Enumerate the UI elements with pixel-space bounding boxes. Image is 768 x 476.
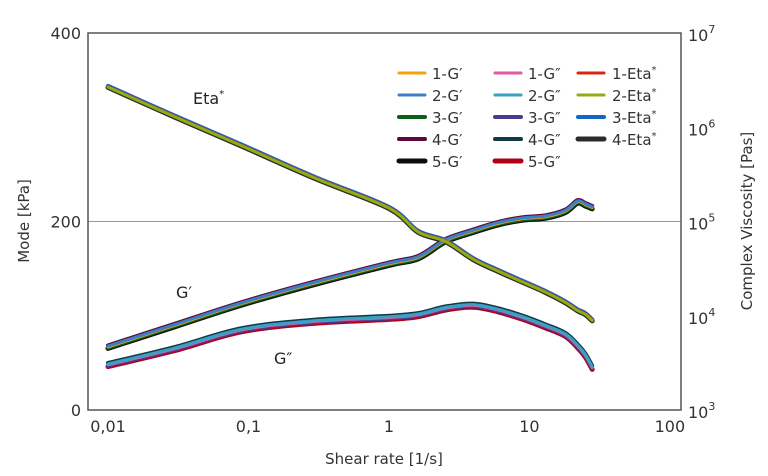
annotations: Eta* G′ G″: [176, 89, 292, 368]
legend-item: 2-G′: [397, 87, 463, 105]
x-axis-ticks: 0,01 0,1 1 10 100: [90, 417, 685, 436]
legend-label: 3-Eta*: [612, 109, 657, 127]
legend-label: 2-G′: [432, 87, 463, 105]
x-axis-label: Shear rate [1/s]: [325, 450, 443, 468]
y2-tick-label: 103: [688, 400, 715, 422]
series-line-2-g-: [106, 199, 594, 348]
legend-label: 1-G″: [528, 65, 561, 83]
x-tick-label: 0,1: [236, 417, 261, 436]
plot-frame: [87, 32, 682, 411]
curves: [105, 83, 595, 372]
legend-item: 1-Eta*: [576, 65, 657, 83]
y2-tick-label: 106: [688, 117, 715, 139]
legend-label: 4-G′: [432, 131, 463, 149]
y2-tick-label: 107: [688, 23, 715, 45]
y-tick-label: 400: [50, 24, 81, 43]
annotation-g-prime: G′: [176, 283, 192, 302]
legend-item: 5-G′: [396, 153, 463, 171]
legend-label: 5-G′: [432, 153, 463, 171]
legend-label: 3-G″: [528, 109, 561, 127]
series-line-4-g-: [106, 301, 595, 368]
legend-item: 4-G″: [493, 131, 561, 149]
x-tick-label: 1: [384, 417, 394, 436]
legend-label: 5-G″: [528, 153, 561, 171]
legend-label: 4-G″: [528, 131, 561, 149]
y2-tick-label: 104: [688, 306, 715, 328]
legend-item: 5-G″: [492, 153, 561, 171]
legend-item: 1-G″: [493, 65, 561, 83]
series-line-2-g-: [106, 303, 594, 369]
y-axis-ticks: 0 200 400: [50, 24, 81, 420]
legend: 1-G′ 1-G″ 1-Eta* 2-G′ 2-G″ 2-Eta* 3-G′ 3-G″ 3-Et…: [396, 65, 657, 171]
legend-label: 2-G″: [528, 87, 561, 105]
y-tick-label: 0: [71, 401, 81, 420]
legend-label: 1-G′: [432, 65, 463, 83]
annotation-g-double-prime: G″: [274, 349, 292, 368]
legend-item: 3-G″: [493, 109, 561, 127]
legend-item: 2-G″: [493, 87, 561, 105]
annotation-eta: Eta*: [193, 89, 224, 108]
x-tick-label: 100: [655, 417, 686, 436]
legend-label: 3-G′: [432, 109, 463, 127]
x-tick-label: 0,01: [90, 417, 126, 436]
y2-axis-label: Complex Viscosity [Pas]: [738, 132, 756, 311]
y-tick-label: 200: [50, 213, 81, 232]
legend-item: 2-Eta*: [576, 87, 657, 105]
legend-item: 4-G′: [397, 131, 463, 149]
legend-label: 4-Eta*: [612, 131, 657, 149]
legend-item: 3-G′: [397, 109, 463, 127]
y2-axis-ticks: 103 104 105 106 107: [688, 23, 715, 422]
y-axis-label: Mode [kPa]: [15, 179, 33, 263]
legend-label: 1-Eta*: [612, 65, 657, 83]
legend-item: 4-Eta*: [575, 131, 657, 149]
series-line-2-eta-: [106, 85, 594, 323]
legend-item: 1-G′: [397, 65, 463, 83]
legend-label: 2-Eta*: [612, 87, 657, 105]
x-tick-label: 10: [519, 417, 539, 436]
y2-tick-label: 105: [688, 212, 715, 234]
legend-item: 3-Eta*: [576, 109, 657, 127]
